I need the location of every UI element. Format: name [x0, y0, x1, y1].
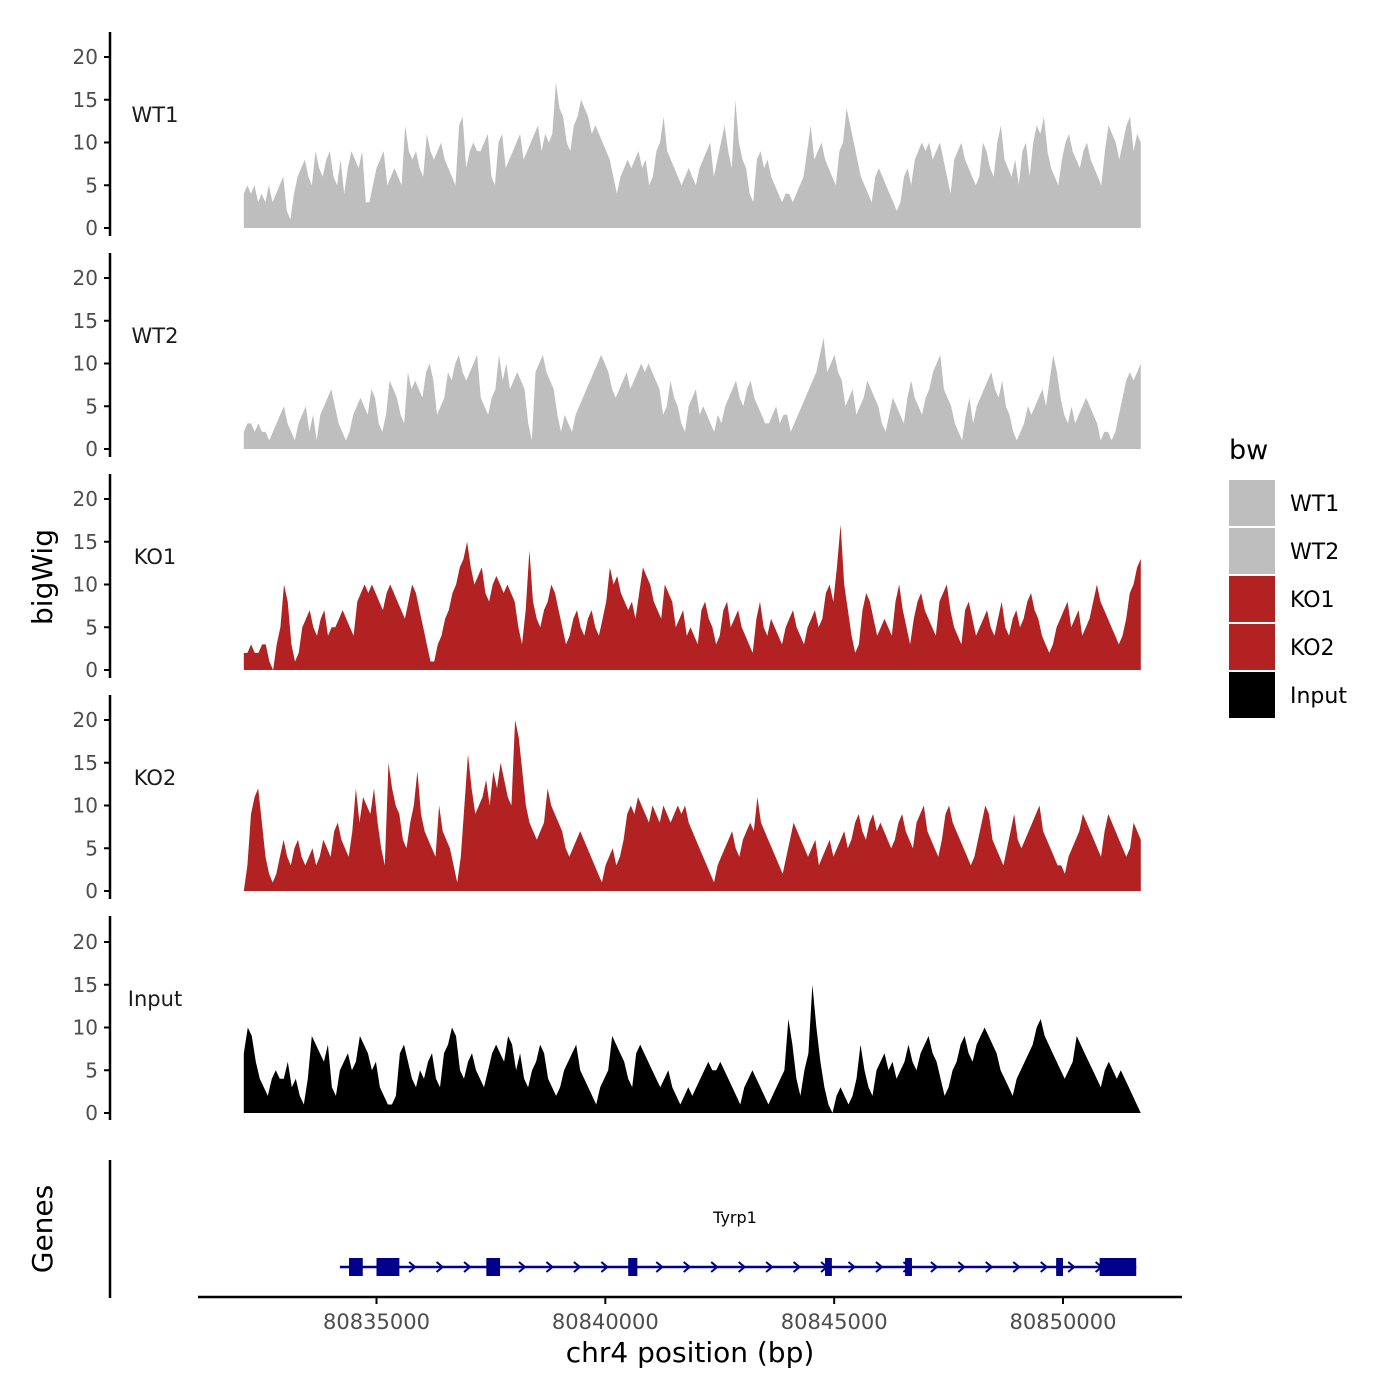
y-tick-label: 15 — [73, 973, 98, 997]
y-axis-label: bigWig — [26, 529, 59, 625]
y-tick-label: 20 — [73, 708, 98, 732]
legend-swatch-ko1 — [1229, 576, 1275, 622]
legend-label-wt1: WT1 — [1290, 492, 1339, 517]
track-name-label: WT1 — [132, 103, 179, 127]
legend-swatch-input — [1229, 672, 1275, 718]
track-wt2: 0 5 10 15 20 WT2 — [73, 253, 1141, 461]
y-tick-label: 10 — [73, 794, 98, 818]
y-tick-label: 10 — [73, 131, 98, 155]
y-tick-label: 5 — [85, 836, 98, 860]
legend-swatch-wt2 — [1229, 528, 1275, 574]
gene-exon — [376, 1258, 400, 1276]
gene-track: Genes Tyrp1 — [26, 1160, 1137, 1298]
gene-strand-arrow — [573, 1261, 582, 1273]
x-axis-label: chr4 position (bp) — [566, 1336, 815, 1369]
gene-strand-arrow — [1067, 1261, 1076, 1273]
track-wt1: 0 5 10 15 20 WT1 — [73, 32, 1141, 240]
y-tick-label: 20 — [73, 930, 98, 954]
gene-exon — [1099, 1258, 1137, 1276]
gene-track-label: Genes — [26, 1185, 59, 1273]
gene-strand-arrow — [847, 1261, 857, 1273]
gene-strand-arrow — [985, 1261, 994, 1273]
y-tick-label: 0 — [85, 216, 98, 240]
gene-strand-arrow — [875, 1261, 884, 1273]
gene-strand-arrow — [957, 1261, 966, 1273]
legend-label-ko1: KO1 — [1290, 588, 1335, 613]
y-tick-label: 20 — [73, 45, 98, 69]
y-tick-label: 5 — [85, 173, 98, 197]
y-tick-label: 0 — [85, 1101, 98, 1125]
legend-title: bw — [1229, 435, 1268, 466]
gene-strand-arrow — [408, 1261, 417, 1273]
gene-strand-arrow — [710, 1261, 719, 1273]
y-tick-label: 5 — [85, 394, 98, 418]
y-tick-label: 20 — [73, 487, 98, 511]
track-ko2: 0 5 10 15 20 KO2 — [73, 695, 1141, 903]
gene-strand-arrow — [1040, 1261, 1049, 1273]
track-name-label: WT2 — [132, 324, 179, 348]
gene-strand-arrow — [655, 1261, 664, 1273]
y-tick-label: 0 — [85, 658, 98, 682]
legend-label-wt2: WT2 — [1290, 540, 1339, 565]
y-tick-label: 10 — [73, 352, 98, 376]
gene-exon — [628, 1258, 638, 1276]
gene-strand-arrow — [545, 1261, 554, 1273]
gene-exon — [349, 1258, 363, 1276]
x-tick-label: 80850000 — [1010, 1310, 1117, 1334]
gene-body — [339, 1258, 1137, 1276]
gene-strand-arrow — [930, 1261, 939, 1273]
y-tick-label: 10 — [73, 1016, 98, 1040]
gene-strand-arrow — [600, 1261, 609, 1273]
coverage-area-wt1 — [243, 82, 1141, 228]
gene-strand-arrow — [765, 1261, 774, 1273]
legend-label-input: Input — [1290, 684, 1347, 709]
track-ko1: 0 5 10 15 20 KO1 — [73, 474, 1141, 682]
x-tick-label: 80840000 — [552, 1310, 659, 1334]
legend-swatch-wt1 — [1229, 480, 1275, 526]
coverage-area-input — [243, 984, 1141, 1113]
gene-strand-arrow — [518, 1261, 527, 1273]
track-input: 0 5 10 15 20 Input — [73, 916, 1141, 1125]
y-tick-label: 5 — [85, 615, 98, 639]
gene-strand-arrow — [792, 1261, 802, 1273]
coverage-area-ko1 — [243, 524, 1141, 670]
gene-strand-arrow — [1012, 1261, 1021, 1273]
tracks: 0 5 10 15 20 WT1 0 5 10 15 20 WT2 0 5 10 15 20 KO1 0 5 10 15 2… — [73, 32, 1141, 1125]
track-name-label: KO2 — [134, 766, 177, 790]
y-tick-label: 5 — [85, 1058, 98, 1082]
gene-strand-arrow — [463, 1261, 472, 1273]
track-name-label: KO1 — [134, 545, 177, 569]
y-tick-label: 15 — [73, 88, 98, 112]
gene-strand-arrow — [737, 1261, 747, 1273]
legend: bw WT1 WT2 KO1 KO2 Input — [1229, 435, 1347, 718]
y-tick-label: 10 — [73, 573, 98, 597]
coverage-area-ko2 — [243, 720, 1141, 891]
coverage-area-wt2 — [243, 337, 1141, 449]
x-tick-label: 80845000 — [781, 1310, 888, 1334]
gene-strand-arrow — [435, 1261, 445, 1273]
gene-name-label: Tyrp1 — [712, 1208, 757, 1227]
y-tick-label: 20 — [73, 266, 98, 290]
track-name-label: Input — [128, 987, 182, 1011]
x-axis: 80835000 80840000 80845000 80850000 — [198, 1295, 1182, 1334]
gene-exon — [825, 1258, 832, 1276]
gene-exon — [1056, 1258, 1064, 1276]
legend-label-ko2: KO2 — [1290, 636, 1335, 661]
legend-swatch-ko2 — [1229, 624, 1275, 670]
y-tick-label: 15 — [73, 530, 98, 554]
y-tick-label: 15 — [73, 751, 98, 775]
gene-strand-arrow — [683, 1261, 692, 1273]
x-tick-label: 80835000 — [323, 1310, 430, 1334]
y-tick-label: 15 — [73, 309, 98, 333]
gene-exon — [905, 1258, 912, 1276]
y-tick-label: 0 — [85, 437, 98, 461]
y-tick-label: 0 — [85, 879, 98, 903]
gene-exon — [486, 1258, 501, 1276]
